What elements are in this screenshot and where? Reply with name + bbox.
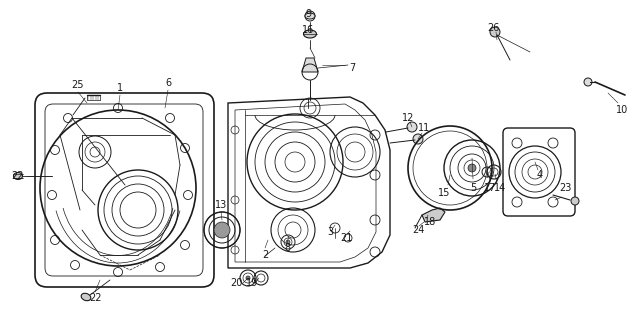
Text: 1: 1	[117, 83, 123, 93]
Text: 6: 6	[165, 78, 171, 88]
Ellipse shape	[305, 13, 315, 19]
Polygon shape	[422, 208, 445, 222]
Text: 18: 18	[424, 217, 436, 227]
Text: 14: 14	[494, 183, 506, 193]
Text: 20: 20	[230, 278, 242, 288]
Ellipse shape	[303, 30, 317, 38]
Circle shape	[413, 134, 423, 144]
Circle shape	[571, 197, 579, 205]
Text: 2: 2	[262, 250, 268, 260]
Text: 12: 12	[402, 113, 414, 123]
Circle shape	[286, 240, 290, 244]
Polygon shape	[302, 58, 318, 72]
Text: 26: 26	[487, 23, 499, 33]
Ellipse shape	[13, 172, 22, 179]
Circle shape	[468, 164, 476, 172]
Text: 19: 19	[246, 278, 258, 288]
Text: 16: 16	[302, 25, 314, 35]
Text: 24: 24	[412, 225, 424, 235]
Text: 11: 11	[418, 123, 430, 133]
Circle shape	[246, 276, 250, 280]
Circle shape	[490, 27, 500, 37]
Circle shape	[584, 78, 592, 86]
Text: 22: 22	[89, 293, 101, 303]
Text: 15: 15	[438, 188, 450, 198]
Text: 8: 8	[284, 243, 290, 253]
Text: 22: 22	[12, 171, 24, 181]
Text: 21: 21	[340, 233, 352, 243]
Text: 3: 3	[327, 227, 333, 237]
Ellipse shape	[81, 293, 91, 301]
Text: 5: 5	[470, 183, 476, 193]
Text: 10: 10	[616, 105, 628, 115]
Text: 7: 7	[349, 63, 355, 73]
Text: 4: 4	[537, 170, 543, 180]
Text: 23: 23	[559, 183, 571, 193]
Text: 25: 25	[72, 80, 84, 90]
Circle shape	[407, 122, 417, 132]
Circle shape	[214, 222, 230, 238]
Text: 13: 13	[215, 200, 227, 210]
Text: 9: 9	[305, 9, 311, 19]
Text: 17: 17	[484, 183, 496, 193]
